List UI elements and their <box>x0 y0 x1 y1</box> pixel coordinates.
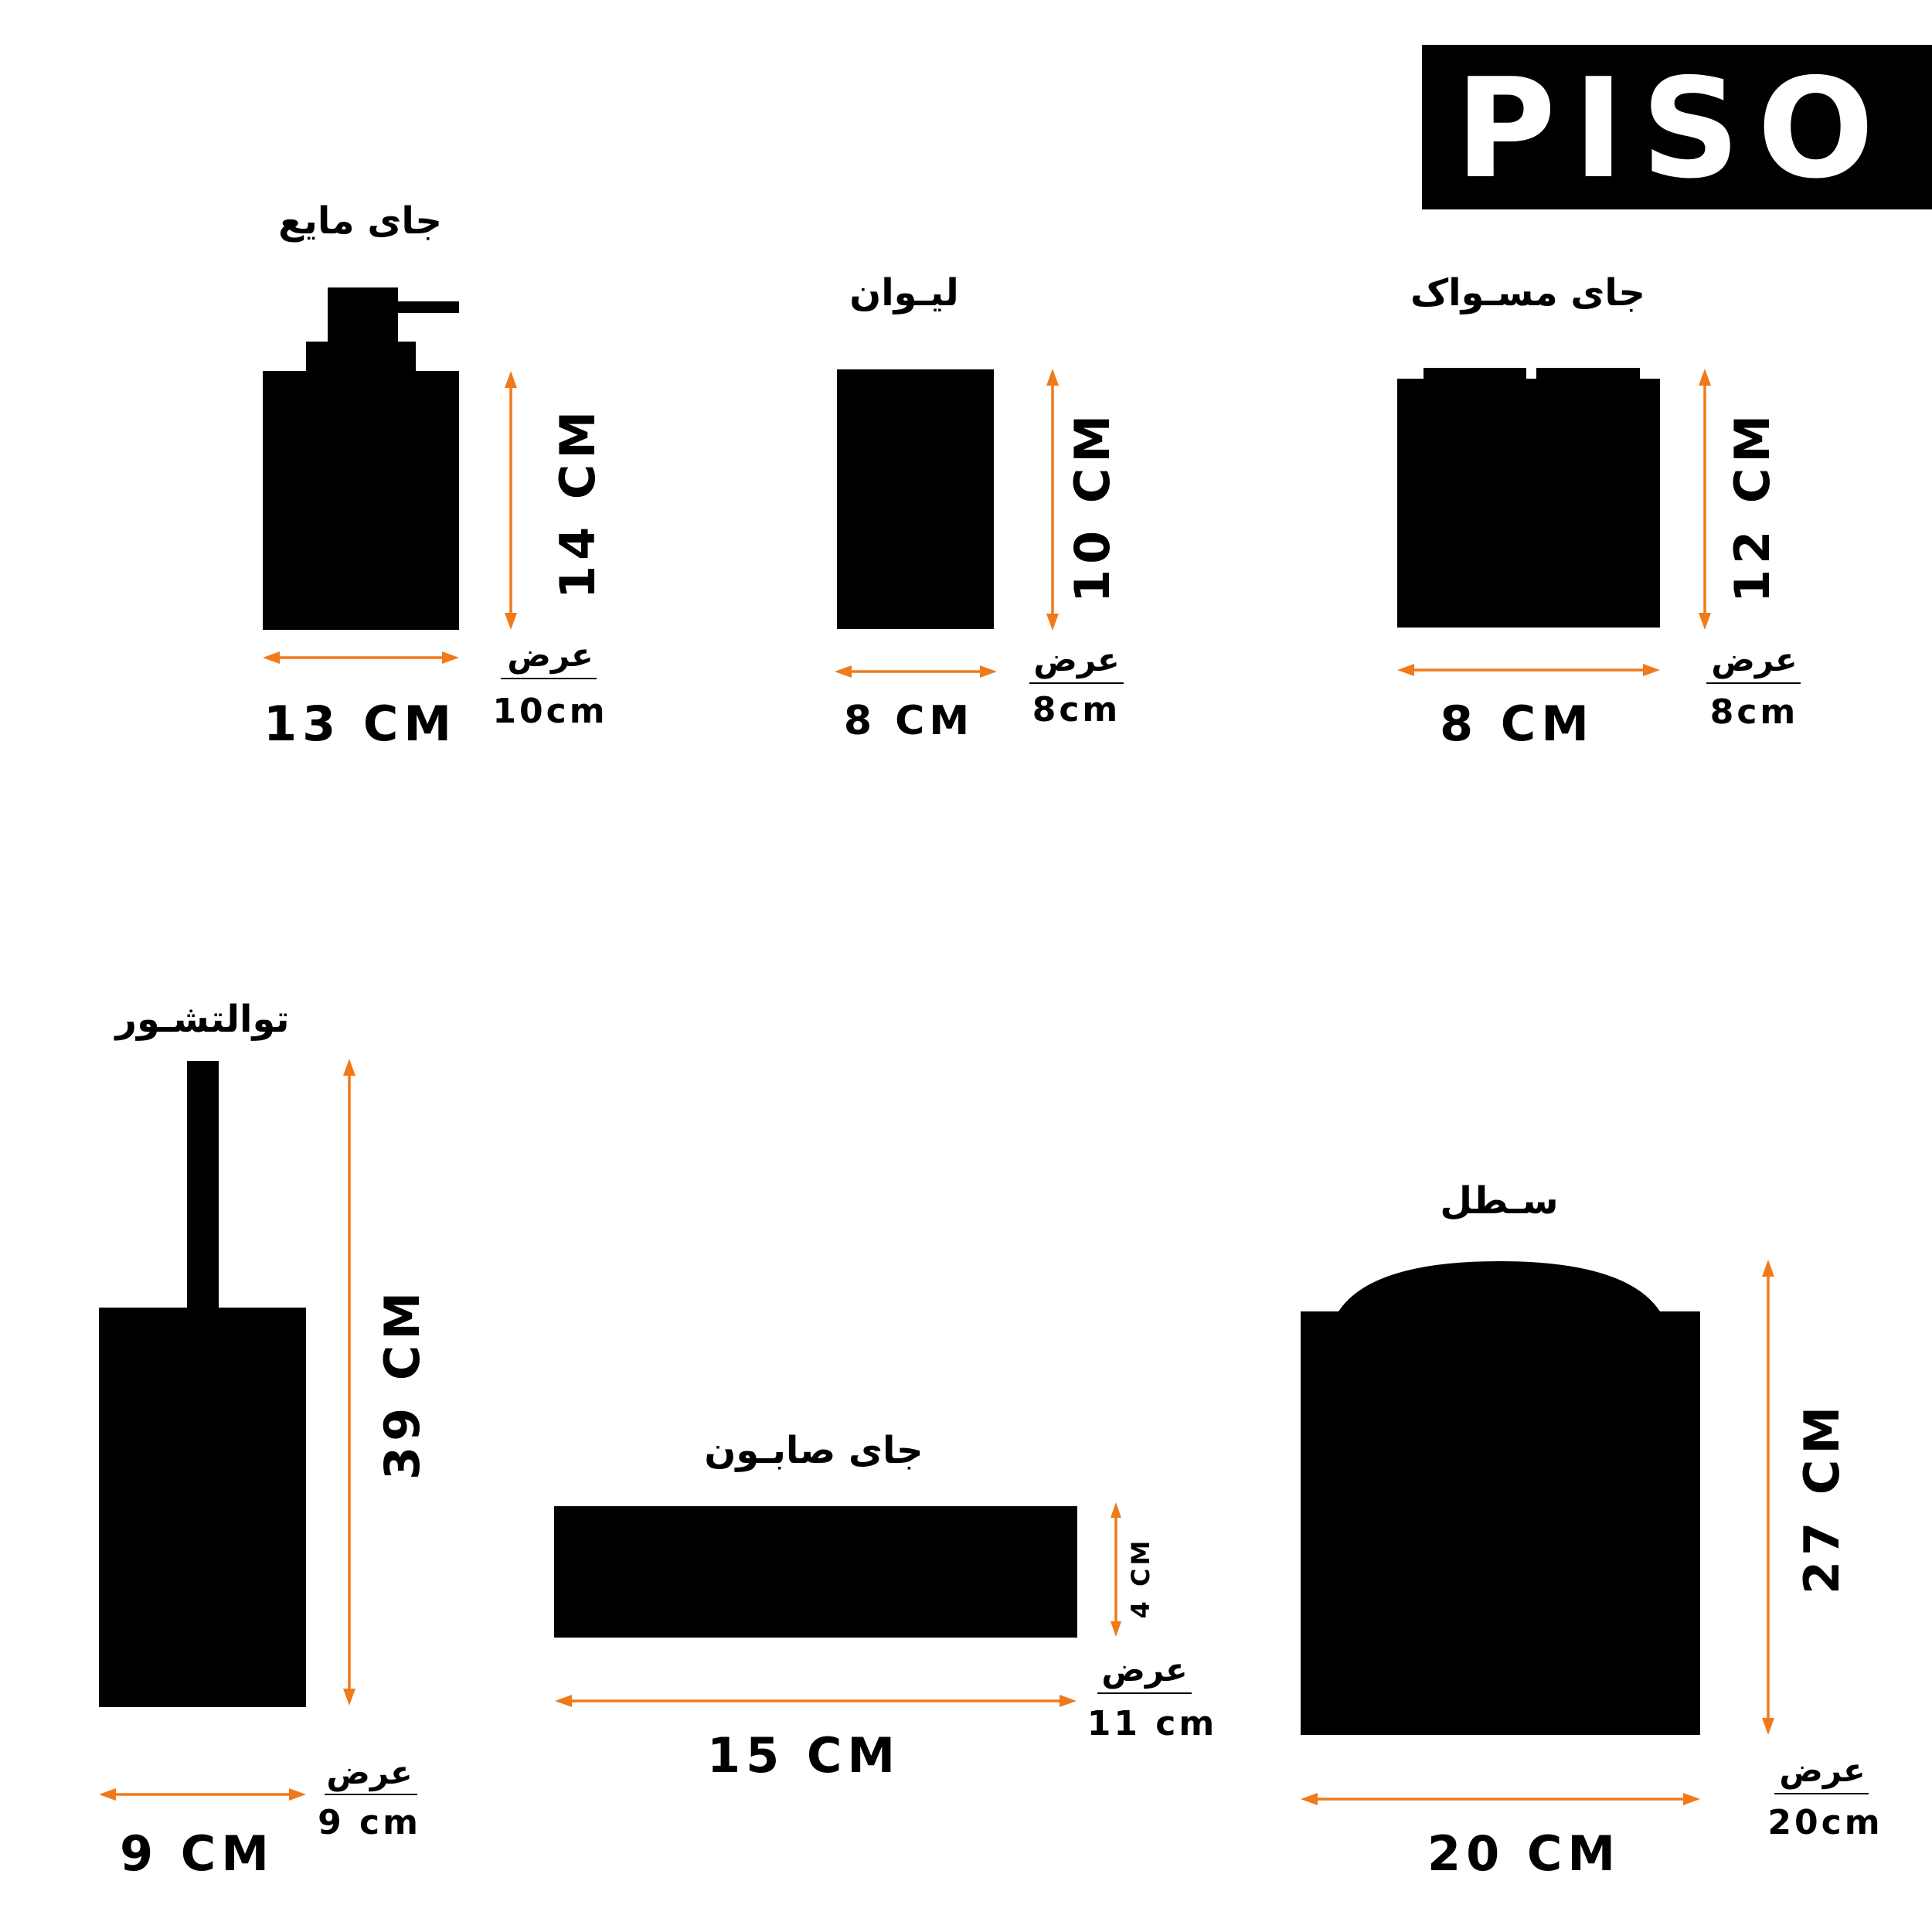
length-arrow <box>99 1788 306 1801</box>
height-arrow <box>1699 369 1711 630</box>
item-title: سـطل <box>1440 1179 1558 1223</box>
height-label: 10 CM <box>1064 410 1121 603</box>
length-label: 9 CM <box>120 1825 274 1882</box>
width-label: 8cm <box>1710 692 1799 732</box>
length-label: 15 CM <box>707 1727 900 1784</box>
width-caption: عرض <box>1711 641 1797 679</box>
soap-dispenser-silhouette <box>263 287 459 630</box>
height-arrow <box>343 1059 355 1706</box>
length-arrow <box>835 665 997 678</box>
item-soap-dispenser: جای مایع 14 CM 13 CM عرض 10cm <box>263 199 607 752</box>
width-label: 20cm <box>1767 1803 1883 1842</box>
length-arrow <box>555 1695 1077 1707</box>
soap-dish-silhouette <box>554 1506 1077 1638</box>
length-label: 13 CM <box>264 696 457 752</box>
glass-silhouette <box>837 369 994 629</box>
length-arrow <box>263 651 459 664</box>
toothbrush-holder-silhouette <box>1397 368 1660 628</box>
bin-silhouette <box>1301 1261 1700 1735</box>
length-label: 8 CM <box>1440 696 1594 752</box>
width-label: 11 cm <box>1087 1704 1217 1743</box>
item-toilet-brush: توالتشـور 39 CM 9 CM عرض 9 cm <box>99 998 430 1882</box>
brand-name: PISO <box>1455 49 1891 209</box>
item-glass: لیـوان 10 CM 8 CM عرض 8cm <box>835 271 1124 744</box>
height-arrow <box>1111 1502 1121 1637</box>
height-label: 14 CM <box>549 406 606 599</box>
length-label: 8 CM <box>844 698 974 744</box>
item-bin: سـطل 27 CM 20 CM عرض 20cm <box>1301 1179 1883 1882</box>
width-caption: عرض <box>1101 1651 1187 1689</box>
height-label: 4 CM <box>1126 1538 1155 1619</box>
item-title: لیـوان <box>849 271 959 315</box>
item-title: جای صابـون <box>704 1429 923 1472</box>
brand-logo: PISO <box>1422 45 1932 209</box>
toilet-brush-handle <box>187 1061 219 1310</box>
width-label: 10cm <box>492 692 607 731</box>
length-arrow <box>1301 1793 1700 1805</box>
height-label: 12 CM <box>1724 410 1781 603</box>
toilet-brush-body <box>99 1308 306 1707</box>
width-label: 8cm <box>1032 690 1121 730</box>
length-arrow <box>1397 664 1660 676</box>
height-arrow <box>1762 1260 1774 1735</box>
width-caption: عرض <box>1033 641 1119 679</box>
height-label: 27 CM <box>1794 1401 1850 1594</box>
item-toothbrush-holder: جای مسـواک 12 CM 8 CM عرض 8cm <box>1397 271 1801 752</box>
item-soap-dish: جای صابـون 4 CM 15 CM عرض 11 cm <box>554 1429 1217 1784</box>
height-arrow <box>1046 369 1059 631</box>
item-title: جای مایع <box>278 199 442 243</box>
width-caption: عرض <box>507 636 593 675</box>
item-title: توالتشـور <box>114 998 289 1041</box>
brand-logo-background <box>1422 45 1932 209</box>
width-caption: عرض <box>1779 1751 1865 1790</box>
height-label: 39 CM <box>374 1287 430 1480</box>
height-arrow <box>505 371 517 630</box>
width-label: 9 cm <box>318 1803 421 1842</box>
item-title: جای مسـواک <box>1410 271 1645 315</box>
length-label: 20 CM <box>1427 1825 1621 1882</box>
width-caption: عرض <box>326 1753 412 1792</box>
